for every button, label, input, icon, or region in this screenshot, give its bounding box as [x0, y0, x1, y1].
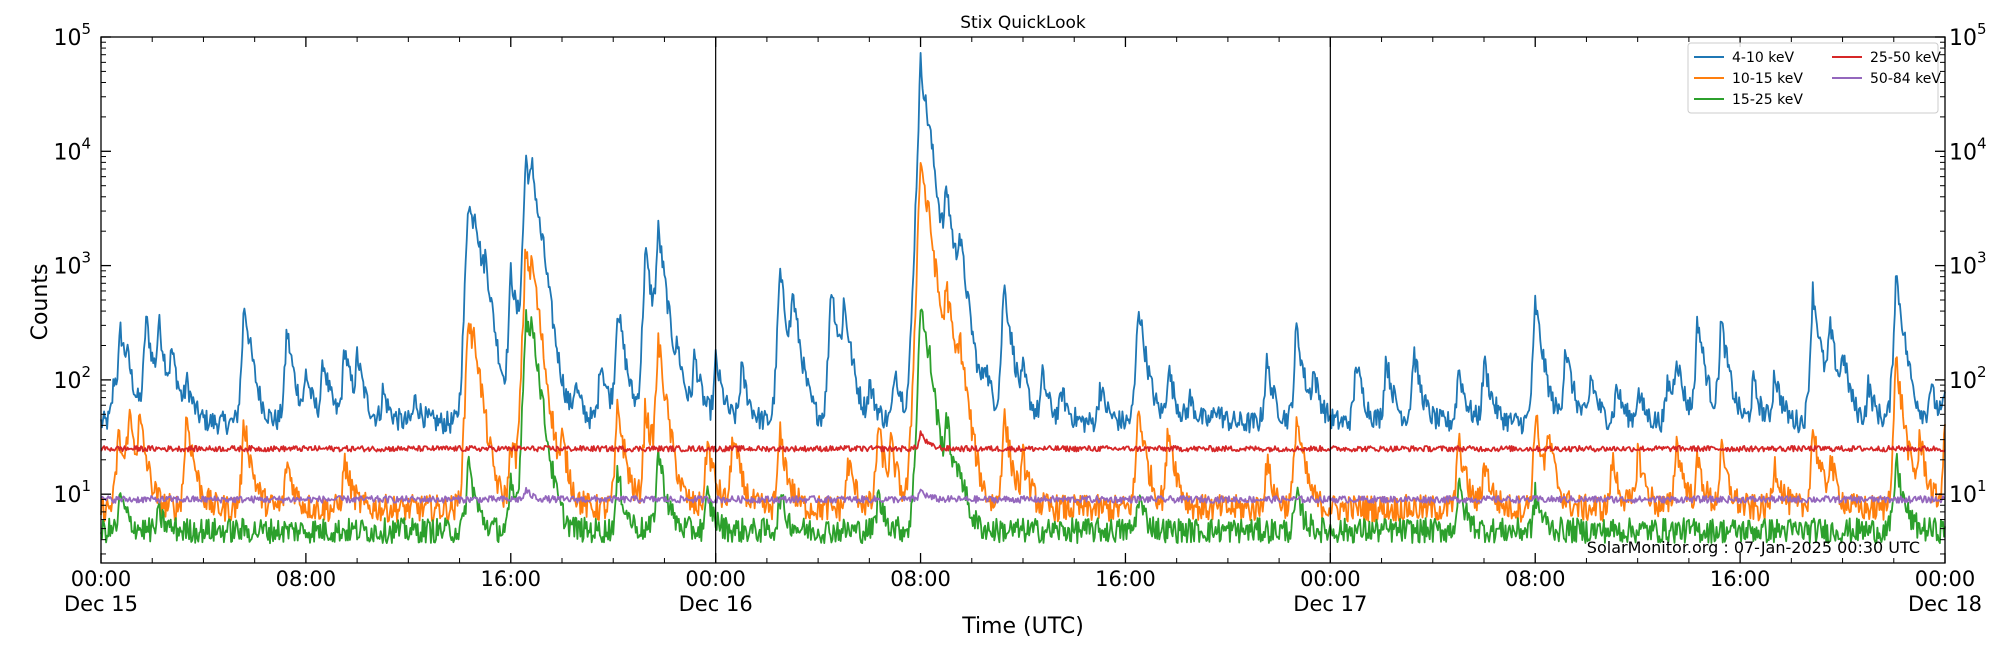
x-tick-label: 08:00: [890, 567, 951, 591]
series-line-15-25-kev: [100, 308, 1946, 545]
solarmonitor-annotation: SolarMonitor.org : 07-Jan-2025 00:30 UTC: [1587, 538, 1920, 557]
legend-label: 15-25 keV: [1732, 92, 1803, 108]
x-tick-label: 00:00: [1915, 567, 1976, 591]
y-tick-label-right: 105: [1949, 20, 1987, 51]
series-line-50-84-kev: [100, 486, 1946, 504]
legend: 4-10 keV 10-15 keV 15-25 keV 25-50 keV 50-84…: [1687, 42, 1941, 114]
x-tick-label: 00:00: [71, 567, 132, 591]
y-tick-label-right: 103: [1949, 249, 1987, 280]
plot-area: [100, 37, 1946, 563]
y-tick-label-left: 105: [53, 20, 91, 51]
legend-label: 50-84 keV: [1870, 71, 1941, 87]
x-tick-label: 16:00: [1095, 567, 1156, 591]
y-axis-label: Counts: [28, 264, 53, 341]
y-tick-label-left: 101: [53, 477, 91, 508]
legend-box: [1687, 42, 1939, 114]
legend-label: 25-50 keV: [1870, 50, 1941, 66]
y-tick-label-right: 101: [1949, 477, 1987, 508]
legend-label: 4-10 keV: [1732, 50, 1794, 66]
x-tick-date-label: Dec 17: [1293, 592, 1367, 616]
series-line-25-50-kev: [100, 430, 1946, 453]
x-tick-label: 16:00: [1710, 567, 1771, 591]
y-tick-label-right: 102: [1949, 363, 1987, 394]
chart-title: Stix QuickLook: [960, 13, 1086, 33]
x-tick-date-label: Dec 18: [1908, 592, 1982, 616]
x-tick-date-label: Dec 15: [64, 592, 138, 616]
y-tick-label-left: 103: [53, 249, 91, 280]
plot-frame: [100, 36, 1946, 564]
x-tick-label: 16:00: [481, 567, 542, 591]
y-tick-label-right: 104: [1949, 134, 1987, 165]
y-tick-label-left: 104: [53, 134, 91, 165]
x-tick-label: 00:00: [685, 567, 746, 591]
legend-label: 10-15 keV: [1732, 71, 1803, 87]
x-tick-label: 08:00: [1505, 567, 1566, 591]
x-axis-label: Time (UTC): [961, 614, 1084, 639]
x-tick-label: 00:00: [1300, 567, 1361, 591]
series-line-10-15-kev: [100, 162, 1946, 524]
x-tick-label: 08:00: [276, 567, 337, 591]
x-tick-date-label: Dec 16: [679, 592, 753, 616]
series-line-4-10-kev: [100, 52, 1946, 435]
y-tick-label-left: 102: [53, 363, 91, 394]
